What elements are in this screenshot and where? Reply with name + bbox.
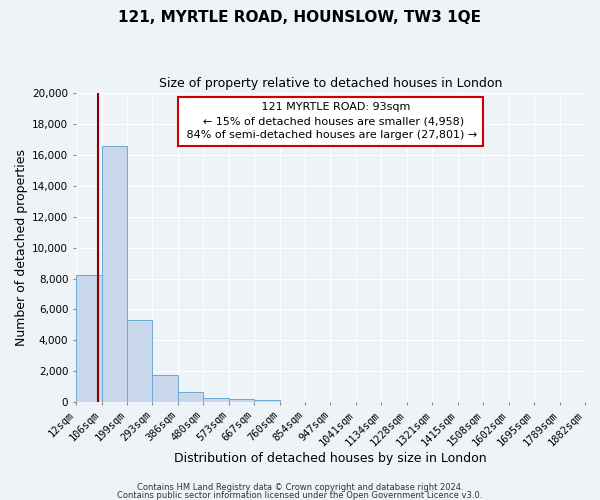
Text: Contains HM Land Registry data © Crown copyright and database right 2024.: Contains HM Land Registry data © Crown c… (137, 484, 463, 492)
Bar (254, 400, 280, 402)
Bar (76, 276, 101, 402)
Title: Size of property relative to detached houses in London: Size of property relative to detached ho… (159, 78, 502, 90)
Bar (152, 375, 178, 402)
Text: Contains public sector information licensed under the Open Government Licence v3: Contains public sector information licen… (118, 490, 482, 500)
Text: 121, MYRTLE ROAD, HOUNSLOW, TW3 1QE: 121, MYRTLE ROAD, HOUNSLOW, TW3 1QE (119, 10, 482, 25)
Text: 121 MYRTLE ROAD: 93sqm
  ← 15% of detached houses are smaller (4,958)
 84% of se: 121 MYRTLE ROAD: 93sqm ← 15% of detached… (184, 102, 478, 141)
Bar (178, 392, 203, 402)
Bar (229, 400, 254, 402)
Bar (203, 398, 229, 402)
Bar (101, 146, 127, 402)
X-axis label: Distribution of detached houses by size in London: Distribution of detached houses by size … (174, 452, 487, 465)
Bar (127, 320, 152, 402)
Y-axis label: Number of detached properties: Number of detached properties (15, 149, 28, 346)
